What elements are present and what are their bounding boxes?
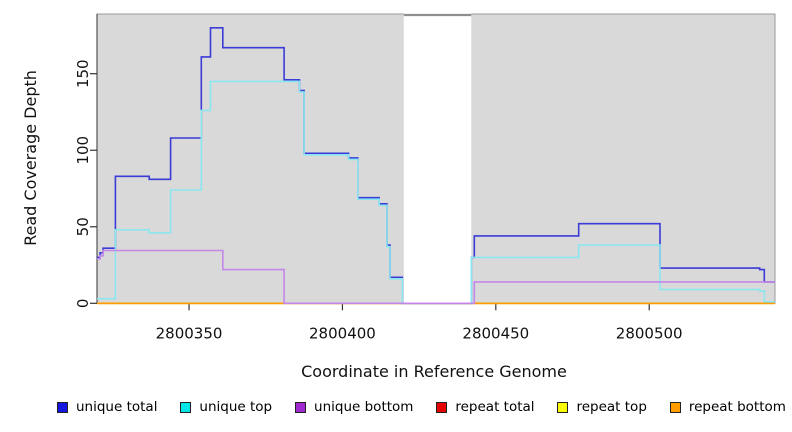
y-tick-label: 150 [74, 59, 92, 88]
legend-label: repeat total [455, 399, 535, 415]
legend-swatch-unique-bottom [295, 401, 307, 413]
y-tick-label: 50 [74, 217, 92, 236]
legend-swatch-repeat-total [436, 401, 448, 413]
legend-label: unique bottom [314, 399, 414, 415]
legend-label: repeat top [576, 399, 647, 415]
legend-item-repeat-total: repeat total [436, 399, 535, 415]
chart-legend: unique total unique top unique bottom repea… [57, 397, 786, 417]
legend-swatch-repeat-top [557, 401, 569, 413]
series-line-unique-bottom [97, 249, 775, 305]
legend-label: unique top [199, 399, 273, 415]
legend-item-unique-bottom: unique bottom [295, 399, 413, 415]
x-tick-label: 2800500 [616, 324, 683, 342]
mask-band [403, 13, 472, 304]
x-tick-label: 2800450 [462, 324, 529, 342]
legend-item-repeat-bottom: repeat bottom [669, 399, 786, 415]
plot-layer: 2800350 2800400 2800450 2800500 0 50 100 150 [74, 13, 776, 342]
legend-item-repeat-top: repeat top [557, 399, 647, 415]
legend-swatch-unique-total [57, 401, 68, 413]
legend-item-unique-top: unique top [180, 399, 272, 415]
y-tick-label: 100 [74, 136, 92, 165]
coverage-chart: 2800350 2800400 2800450 2800500 0 50 100 150 Co… [21, 13, 776, 381]
legend-swatch-repeat-bottom [669, 401, 681, 413]
y-axis-title: Read Coverage Depth [21, 70, 40, 246]
legend-item-unique-total: unique total [57, 399, 157, 415]
series-line-unique-top [97, 80, 775, 305]
x-tick-label: 2800350 [156, 324, 223, 342]
legend-label: unique total [76, 399, 158, 415]
legend-label: repeat bottom [688, 399, 786, 415]
legend-swatch-unique-top [180, 401, 192, 413]
x-axis-title: Coordinate in Reference Genome [301, 362, 567, 381]
x-tick-label: 2800400 [309, 324, 376, 342]
y-tick-label: 0 [74, 299, 92, 309]
